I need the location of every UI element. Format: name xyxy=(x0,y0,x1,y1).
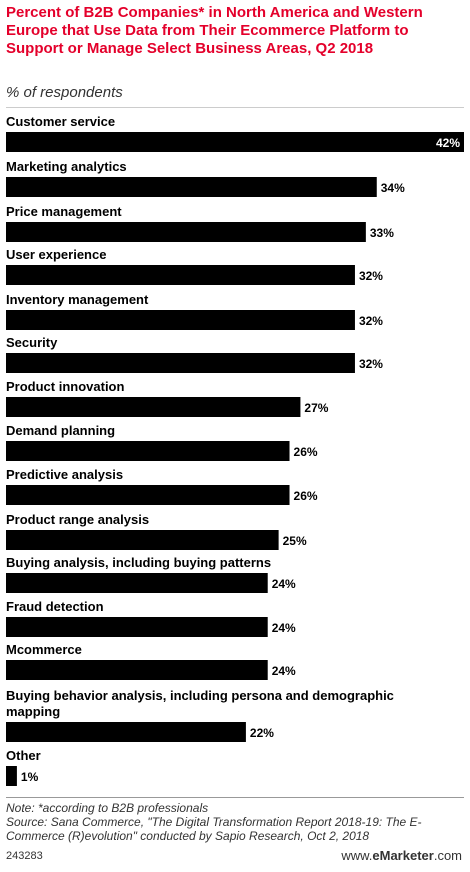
brand-name: eMarketer xyxy=(372,848,434,863)
value-label: 42% xyxy=(436,136,460,150)
category-label-line: Product range analysis xyxy=(6,512,149,527)
category-label-line: Other xyxy=(6,748,41,763)
chart-source: Source: Sana Commerce, "The Digital Tran… xyxy=(6,815,422,843)
category-label: Predictive analysis xyxy=(6,467,123,482)
bar xyxy=(6,573,268,593)
bar xyxy=(6,617,268,637)
value-label: 33% xyxy=(370,226,394,240)
category-label: Marketing analytics xyxy=(6,159,127,174)
chart-id: 243283 xyxy=(6,850,43,862)
bar-chart: Customer service 42% Marketing analytics 34… xyxy=(6,114,464,786)
bar xyxy=(6,722,246,742)
chart-subtitle: % of respondents xyxy=(6,84,123,101)
value-label: 32% xyxy=(359,314,383,328)
bar xyxy=(6,265,355,285)
bar xyxy=(6,177,377,197)
category-label: Other xyxy=(6,748,41,763)
category-label-line: Mcommerce xyxy=(6,642,82,657)
value-label: 25% xyxy=(283,534,307,548)
chart-note: Note: *according to B2B professionals xyxy=(6,801,209,815)
bar xyxy=(6,441,290,461)
category-label-line: Buying analysis, including buying patter… xyxy=(6,555,271,570)
brand-suffix: .com xyxy=(433,848,462,863)
category-label: Buying behavior analysis, including pers… xyxy=(6,688,394,719)
bar xyxy=(6,222,366,242)
category-label-line: Predictive analysis xyxy=(6,467,123,482)
category-label-line: Demand planning xyxy=(6,423,115,438)
category-label-line: Fraud detection xyxy=(6,599,104,614)
value-label: 26% xyxy=(294,445,318,459)
category-label: Price management xyxy=(6,204,122,219)
emarketer-logo: www.eMarketer.com xyxy=(341,848,462,863)
value-label: 1% xyxy=(21,770,39,784)
value-label: 32% xyxy=(359,357,383,371)
footer-divider xyxy=(6,797,464,798)
bar xyxy=(6,132,464,152)
bar xyxy=(6,485,290,505)
value-label: 24% xyxy=(272,577,296,591)
bar xyxy=(6,353,355,373)
category-label: Product range analysis xyxy=(6,512,149,527)
value-label: 22% xyxy=(250,726,274,740)
value-label: 24% xyxy=(272,621,296,635)
value-label: 32% xyxy=(359,269,383,283)
brand-prefix: www. xyxy=(341,848,373,863)
category-label-line: User experience xyxy=(6,247,106,262)
category-label: Customer service xyxy=(6,114,115,129)
value-label: 27% xyxy=(304,401,328,415)
bar xyxy=(6,766,17,786)
category-label-line: Price management xyxy=(6,204,122,219)
value-label: 34% xyxy=(381,181,405,195)
category-label: Inventory management xyxy=(6,292,149,307)
category-label-line: Security xyxy=(6,335,58,350)
value-label: 24% xyxy=(272,664,296,678)
category-label-line: Customer service xyxy=(6,114,115,129)
category-label-line: Product innovation xyxy=(6,379,125,394)
category-label: Security xyxy=(6,335,58,350)
bar xyxy=(6,660,268,680)
category-label-line: Buying behavior analysis, including pers… xyxy=(6,688,394,703)
category-label-line: Marketing analytics xyxy=(6,159,127,174)
category-label: User experience xyxy=(6,247,106,262)
category-label: Product innovation xyxy=(6,379,125,394)
category-label: Demand planning xyxy=(6,423,115,438)
value-label: 26% xyxy=(294,489,318,503)
chart-title: Percent of B2B Companies* in North Ameri… xyxy=(6,4,423,57)
bar xyxy=(6,530,279,550)
category-label: Mcommerce xyxy=(6,642,82,657)
category-label-line: Inventory management xyxy=(6,292,149,307)
bar xyxy=(6,397,301,417)
header-divider xyxy=(6,107,464,108)
bar xyxy=(6,310,355,330)
category-label: Fraud detection xyxy=(6,599,104,614)
category-label-line: mapping xyxy=(6,704,60,719)
category-label: Buying analysis, including buying patter… xyxy=(6,555,271,570)
